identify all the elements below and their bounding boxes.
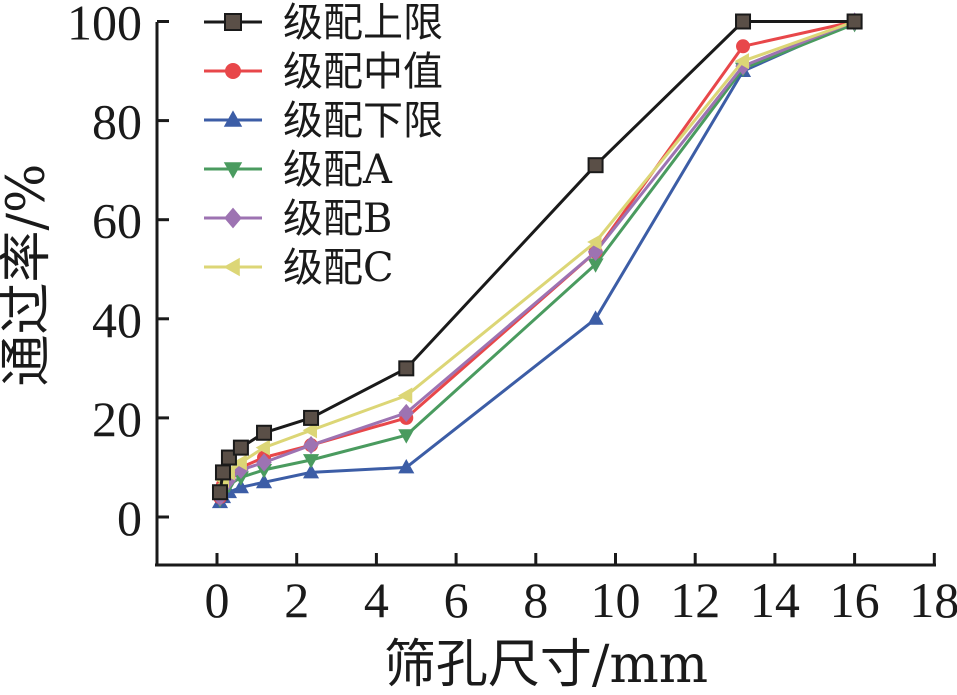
legend-item: 级配下限 xyxy=(204,98,443,144)
data-point xyxy=(398,360,415,377)
legend-marker xyxy=(225,63,241,79)
x-tick-label: 2 xyxy=(284,572,309,628)
series-layer xyxy=(211,12,863,509)
data-point xyxy=(220,449,237,466)
data-point xyxy=(302,454,320,469)
data-point xyxy=(233,460,249,480)
data-point xyxy=(211,484,228,501)
y-tick-label: 60 xyxy=(92,193,142,249)
data-point xyxy=(303,409,320,426)
legend-item: 级配B xyxy=(204,196,392,242)
data-point xyxy=(398,459,415,474)
data-point xyxy=(255,439,270,456)
x-tick-label: 16 xyxy=(830,572,880,628)
y-ticks: 0 20 40 60 80 100 xyxy=(67,0,169,546)
y-tick-label: 80 xyxy=(92,94,142,150)
data-point xyxy=(398,429,415,444)
x-tick-label: 10 xyxy=(591,572,641,628)
data-point xyxy=(303,436,319,455)
data-point xyxy=(232,454,247,471)
data-point xyxy=(256,453,272,472)
x-tick-label: 6 xyxy=(444,572,469,628)
x-axis-title: 筛孔尺寸/mm xyxy=(384,635,708,695)
series-0 xyxy=(211,13,863,501)
y-tick-label: 0 xyxy=(117,490,142,546)
data-point xyxy=(397,387,413,404)
x-tick-label: 18 xyxy=(909,572,957,628)
x-tick-label: 4 xyxy=(364,572,389,628)
legend-marker xyxy=(223,257,240,277)
legend-label: 级配上限 xyxy=(283,0,443,46)
legend-item: 级配中值 xyxy=(204,49,443,95)
data-point xyxy=(734,53,749,70)
data-point xyxy=(232,439,249,456)
data-point xyxy=(302,422,317,439)
legend-label: 级配下限 xyxy=(283,98,443,144)
data-point xyxy=(735,56,751,76)
legend-marker xyxy=(224,13,242,31)
x-tick-label: 14 xyxy=(750,572,800,628)
data-point xyxy=(587,157,604,174)
data-point xyxy=(302,464,320,479)
data-point xyxy=(255,473,273,489)
legend-item: 级配A xyxy=(204,147,393,193)
legend-item: 级配上限 xyxy=(204,0,443,46)
data-point xyxy=(256,424,273,441)
data-point xyxy=(846,13,863,30)
data-point xyxy=(736,39,751,54)
legend-item: 级配C xyxy=(204,245,394,291)
x-tick-label: 8 xyxy=(523,572,548,628)
data-point xyxy=(587,258,604,273)
legend-marker xyxy=(224,207,242,229)
y-tick-label: 100 xyxy=(67,0,142,51)
x-ticks: 0 2 4 6 8 10 12 14 16 18 xyxy=(205,553,957,628)
y-axis: 0 20 40 60 80 100 xyxy=(67,0,169,566)
y-tick-label: 40 xyxy=(92,292,142,348)
data-point xyxy=(232,478,249,494)
legend-label: 级配A xyxy=(283,147,393,193)
legend-label: 级配中值 xyxy=(283,49,443,95)
legend-marker xyxy=(223,162,243,179)
data-point xyxy=(214,464,231,481)
x-tick-label: 12 xyxy=(670,572,720,628)
data-point xyxy=(587,242,604,262)
x-tick-label: 0 xyxy=(205,572,230,628)
data-point xyxy=(735,13,752,30)
legend-marker xyxy=(223,110,243,127)
data-point xyxy=(587,233,602,251)
x-axis: 0 2 4 6 8 10 12 14 16 18 xyxy=(155,553,957,628)
y-tick-label: 20 xyxy=(92,391,142,447)
data-point xyxy=(398,403,414,423)
y-axis-title: 通过率/% xyxy=(0,164,57,387)
data-point xyxy=(587,310,604,325)
legend-label: 级配B xyxy=(283,196,392,242)
legend-label: 级配C xyxy=(283,245,394,291)
